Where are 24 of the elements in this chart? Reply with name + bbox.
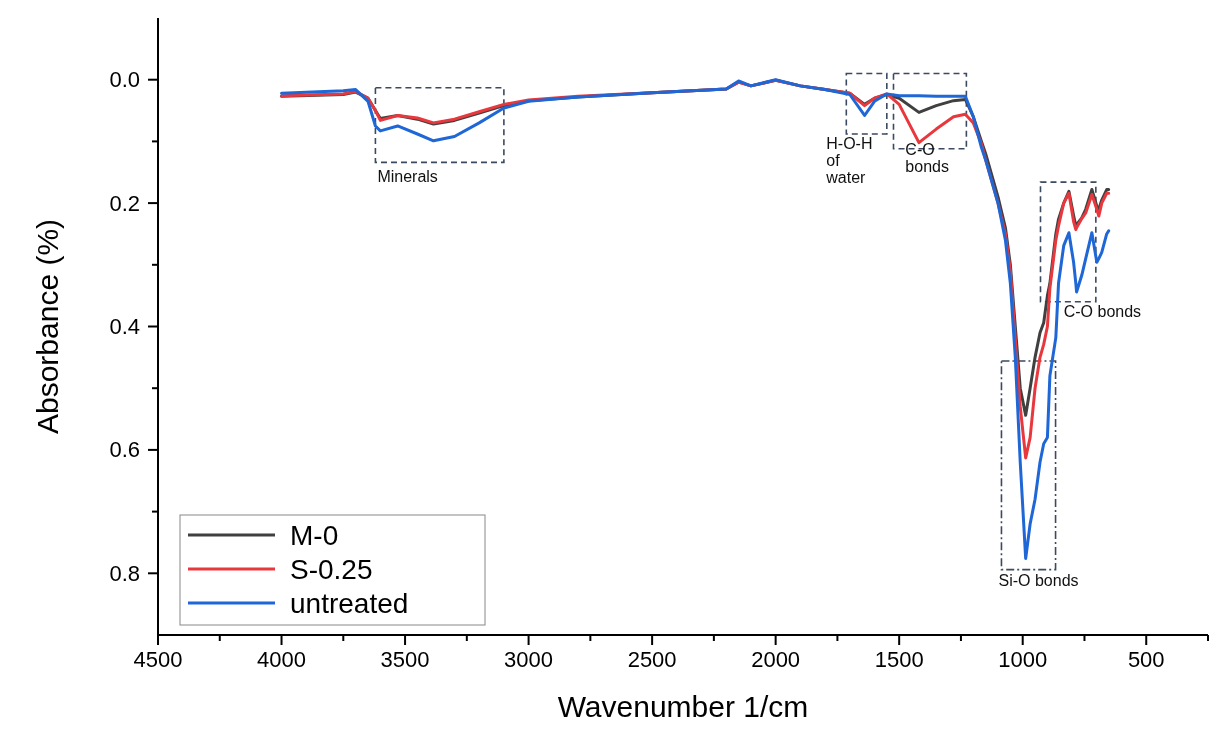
y-tick-label: 0.2 <box>109 190 140 216</box>
x-tick-label: 3500 <box>380 647 430 672</box>
y-tick-label: 0.6 <box>109 437 140 463</box>
x-tick-label: 1000 <box>998 647 1048 672</box>
annotation: C-O bonds <box>905 140 949 175</box>
legend-label: M-0 <box>290 519 339 551</box>
y-tick-label: 0.8 <box>109 560 140 586</box>
x-tick-label: 4000 <box>257 647 307 672</box>
legend-label: S-0.25 <box>290 553 373 585</box>
annotation: C-O bonds <box>1063 302 1142 320</box>
x-axis-title: Wavenumber 1/cm <box>557 690 809 723</box>
x-tick-label: 3000 <box>504 647 554 672</box>
x-tick-label: 500 <box>1127 647 1165 672</box>
y-tick-label: 0.4 <box>109 314 140 339</box>
annotation: Si-O bonds <box>998 571 1079 589</box>
x-tick-label: 2000 <box>751 647 801 672</box>
annotation: H-O-H of water <box>825 134 873 186</box>
legend-label: untreated <box>290 587 409 619</box>
y-tick-label: 0.0 <box>109 67 140 93</box>
x-tick-label: 4500 <box>133 647 183 672</box>
annotation: Minerals <box>377 168 438 186</box>
x-tick-label: 1500 <box>874 647 924 672</box>
y-axis-title: Absorbance (%) <box>31 218 64 435</box>
x-tick-label: 2500 <box>627 647 677 672</box>
